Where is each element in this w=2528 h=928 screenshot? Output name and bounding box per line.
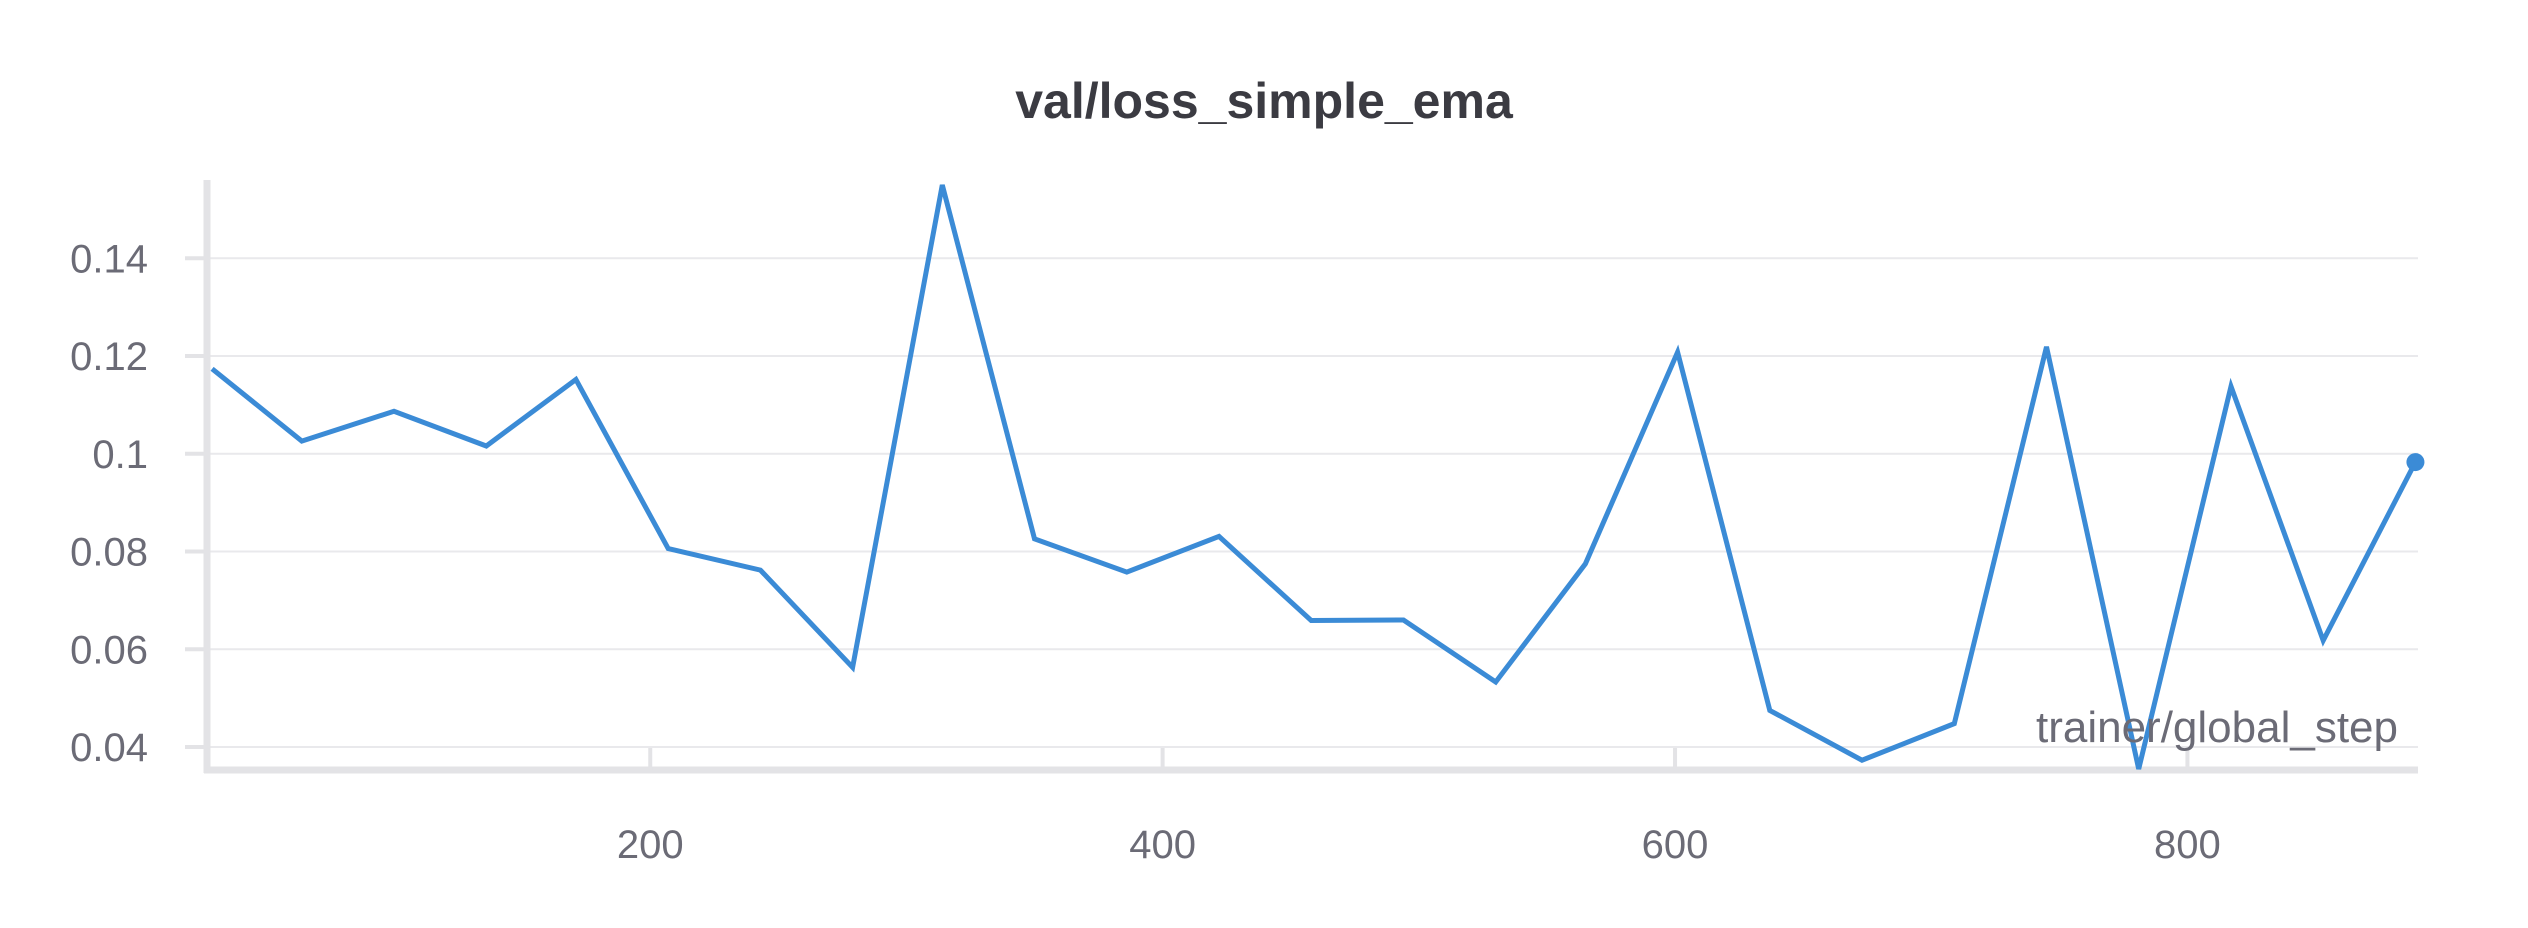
x-tick-label: 600	[1642, 823, 1709, 867]
series-layer	[210, 184, 2425, 770]
tick-labels: 0.04 0.06 0.08 0.1 0.12 0.14 200 400 600 800	[70, 237, 2221, 867]
y-tick-label: 0.08	[70, 531, 148, 575]
x-tick-label: 400	[1129, 823, 1196, 867]
y-tick-label: 0.06	[70, 628, 148, 672]
x-tick-label: 200	[617, 823, 684, 867]
y-tick-label: 0.14	[70, 237, 148, 281]
series-line	[210, 184, 2418, 770]
axes	[185, 180, 2418, 774]
grid-lines	[207, 257, 2418, 749]
y-tick-label: 0.12	[70, 335, 148, 379]
x-tick-label: 800	[2154, 823, 2221, 867]
y-tick-label: 0.1	[92, 433, 148, 477]
chart-title: val/loss_simple_ema	[1015, 73, 1514, 129]
x-axis-label: trainer/global_step	[2036, 703, 2398, 752]
series-end-point	[2406, 453, 2425, 472]
y-tick-label: 0.04	[70, 726, 148, 770]
